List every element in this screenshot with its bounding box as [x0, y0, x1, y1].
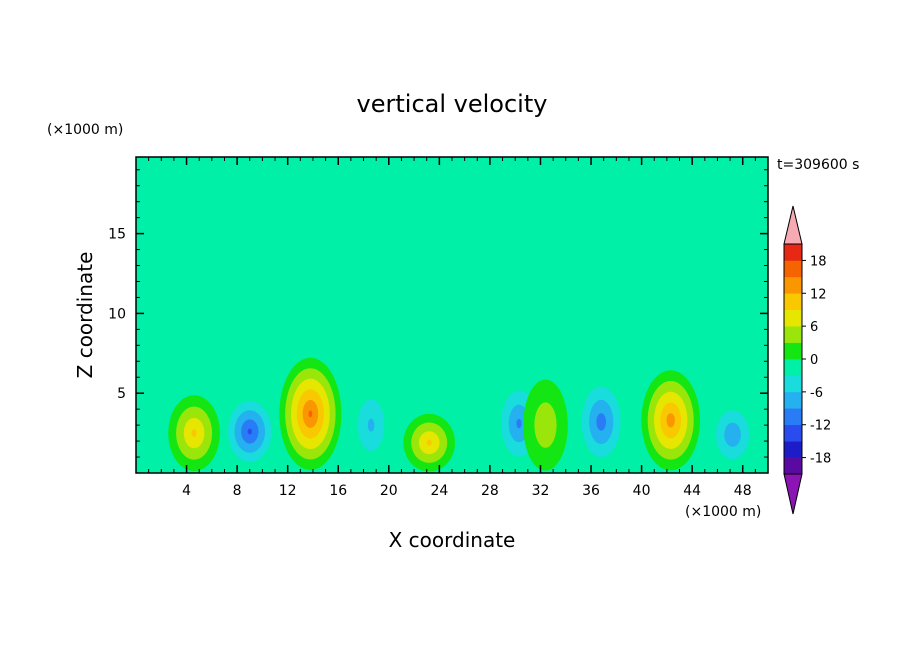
colorbar-swatch	[784, 293, 802, 311]
y-axis-title: Z coordinate	[73, 252, 97, 379]
velocity-cell-10	[724, 422, 741, 447]
x-tick-label: 4	[182, 483, 191, 499]
colorbar-swatch	[784, 276, 802, 294]
x-tick-label: 48	[734, 483, 752, 499]
y-unit-label: (×1000 m)	[47, 122, 123, 138]
x-axis-title: X coordinate	[389, 528, 516, 552]
colorbar-tick-label: -12	[810, 419, 831, 434]
velocity-cell-5	[426, 439, 432, 446]
velocity-cell-1	[191, 429, 197, 437]
colorbar-swatch	[784, 441, 802, 458]
velocity-cell-3	[308, 410, 313, 418]
colorbar-tick-label: 0	[810, 353, 818, 368]
x-tick-label: 32	[532, 483, 550, 499]
x-tick-label: 36	[582, 483, 600, 499]
colorbar-tick-label: 6	[810, 320, 818, 335]
colorbar-tick-label: -6	[810, 386, 823, 401]
x-unit-label: (×1000 m)	[685, 504, 761, 520]
colorbar-swatch	[784, 260, 802, 278]
y-tick-label: 5	[117, 386, 126, 402]
colorbar-swatch	[784, 359, 802, 376]
colorbar-tick-label: 12	[810, 287, 827, 302]
y-axis: 5 10 15	[108, 169, 768, 458]
colorbar-swatch	[784, 375, 802, 393]
colorbar-swatch	[784, 408, 802, 426]
velocity-cell-2	[247, 428, 252, 435]
chart-title: vertical velocity	[357, 90, 548, 118]
colorbar-under-arrow	[783, 473, 803, 515]
x-tick-label: 44	[683, 483, 701, 499]
colorbar-swatch	[784, 326, 802, 343]
x-tick-label: 8	[233, 483, 242, 499]
colorbar-tick-label: 18	[810, 254, 827, 269]
x-tick-label: 40	[633, 483, 651, 499]
velocity-cell-9	[666, 413, 675, 428]
velocity-cell-4	[367, 418, 375, 432]
y-tick-label: 15	[108, 227, 126, 243]
velocity-cell-8	[596, 413, 606, 431]
x-tick-label: 16	[329, 483, 347, 499]
x-tick-label: 12	[279, 483, 297, 499]
x-tick-label: 20	[380, 483, 398, 499]
plot-area	[135, 156, 769, 474]
colorbar-swatch	[784, 244, 802, 261]
colorbar-swatch	[784, 457, 802, 475]
colorbar-tick-label: -18	[810, 452, 831, 467]
x-axis: 4 8 12 16 20 24 28 32 36 40 44 48	[148, 157, 756, 499]
colorbar-swatch	[784, 424, 802, 442]
colorbar-swatch	[784, 309, 802, 327]
velocity-cell-6	[516, 418, 522, 429]
colorbar-swatch	[784, 342, 802, 360]
x-tick-label: 28	[481, 483, 499, 499]
time-label: t=309600 s	[777, 157, 859, 173]
colorbar: 18 12 6 0 -6 -12 -18	[783, 205, 831, 515]
y-tick-label: 10	[108, 306, 126, 322]
x-tick-label: 24	[430, 483, 448, 499]
velocity-field	[168, 357, 750, 472]
velocity-cell-7	[534, 402, 557, 448]
colorbar-over-arrow	[783, 205, 803, 245]
colorbar-swatch	[784, 391, 802, 409]
